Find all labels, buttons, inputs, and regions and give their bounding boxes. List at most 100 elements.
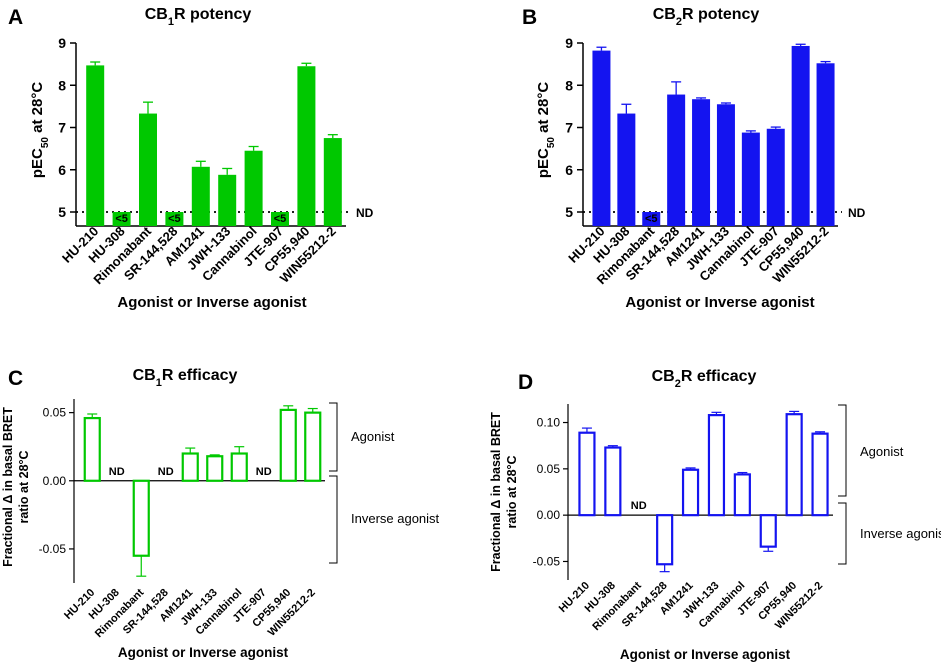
panel-c: C CB1R efficacy 0.05 0.00 -0.05 Fractional Δ … xyxy=(1,367,440,660)
bar xyxy=(323,138,342,226)
bar xyxy=(716,104,735,226)
bar xyxy=(766,128,785,226)
y-tick-label: 7 xyxy=(58,120,66,136)
bar xyxy=(656,514,674,566)
bar xyxy=(733,473,751,517)
below-threshold-label: <5 xyxy=(645,213,658,225)
x-axis-title: Agonist or Inverse agonist xyxy=(625,294,814,311)
bar xyxy=(578,431,596,517)
y-axis-label-main: pEC xyxy=(29,148,46,178)
chart-title-sub: 1 xyxy=(168,16,174,28)
y-tick-label: 0.10 xyxy=(537,416,561,430)
bar xyxy=(667,94,686,226)
y-axis-title-line2: ratio at 28°C xyxy=(17,450,31,523)
bar xyxy=(592,50,611,227)
bar xyxy=(707,414,726,517)
chart-title-sub: 2 xyxy=(675,378,681,390)
y-tick-label: 0.05 xyxy=(43,406,67,420)
nd-label: ND xyxy=(848,206,866,220)
y-axis-label-2: ratio at 28°C xyxy=(17,450,31,523)
chart-title-main: CB xyxy=(652,368,675,385)
y-tick-label: -0.05 xyxy=(39,542,67,556)
below-threshold-label: <5 xyxy=(274,213,287,225)
nd-label: ND xyxy=(256,466,272,478)
y-axis-label-1: Fractional Δ in basal BRET xyxy=(1,407,15,567)
inverse-agonist-label: Inverse agonist xyxy=(860,526,941,541)
panel-d: D CB2R efficacy 0.10 0.05 0.00 -0.05 Fractiona… xyxy=(489,368,941,662)
bar xyxy=(681,468,700,517)
bar xyxy=(83,416,101,482)
x-axis-title: Agonist or Inverse agonist xyxy=(620,647,791,662)
bar xyxy=(244,150,263,226)
bar xyxy=(218,174,237,226)
agonist-bracket xyxy=(329,402,338,472)
chart-title: CB2R efficacy xyxy=(652,368,757,390)
bar xyxy=(741,132,760,226)
panel-letter: C xyxy=(8,367,23,390)
bar xyxy=(604,446,622,517)
y-tick-label: 8 xyxy=(58,77,66,93)
chart-title-post: R efficacy xyxy=(162,367,238,384)
bar xyxy=(759,514,777,548)
y-axis-label-sub: 50 xyxy=(546,137,557,149)
y-tick-label: 0.00 xyxy=(537,508,561,522)
chart-title-post: R potency xyxy=(682,6,759,23)
y-axis-label-post: at 28°C xyxy=(535,82,552,137)
chart-title-post: R potency xyxy=(174,6,251,23)
y-axis-title-line1: Fractional Δ in basal BRET xyxy=(489,412,503,572)
bar xyxy=(86,65,105,226)
nd-label: ND xyxy=(158,466,174,478)
y-axis-title-line1: Fractional Δ in basal BRET xyxy=(1,407,15,567)
y-axis-label-main: pEC xyxy=(535,148,552,178)
y-axis-label: pEC50 at 28°C xyxy=(29,82,51,178)
y-tick-label: 8 xyxy=(565,77,573,93)
nd-label: ND xyxy=(109,466,125,478)
chart-title-main: CB xyxy=(133,367,156,384)
panel-letter: B xyxy=(522,6,537,29)
chart-title-post: R efficacy xyxy=(681,368,757,385)
y-axis-title: pEC50 at 28°C xyxy=(29,82,51,178)
y-tick-label: 6 xyxy=(565,162,573,178)
chart-title: CB2R potency xyxy=(653,6,760,28)
y-axis-label-2: ratio at 28°C xyxy=(505,455,519,528)
bar xyxy=(271,212,289,226)
bar xyxy=(304,411,322,482)
chart-title: CB1R efficacy xyxy=(133,367,238,389)
y-tick-label: 7 xyxy=(565,120,573,136)
bar xyxy=(230,452,248,482)
panel-letter: A xyxy=(8,6,23,29)
y-tick-label: 0.00 xyxy=(43,474,67,488)
y-tick-label: -0.05 xyxy=(533,554,561,568)
bar xyxy=(279,408,297,482)
below-threshold-label: <5 xyxy=(168,213,181,225)
bar xyxy=(206,455,224,482)
bar xyxy=(785,413,803,517)
bar xyxy=(165,212,184,226)
y-axis-label-sub: 50 xyxy=(40,137,51,149)
chart-title: CB1R potency xyxy=(145,6,252,28)
bar xyxy=(811,432,829,517)
bar xyxy=(181,452,199,482)
inverse-agonist-bracket xyxy=(329,475,338,564)
y-tick-label: 6 xyxy=(58,162,66,178)
below-threshold-label: <5 xyxy=(115,213,128,225)
y-axis-title-line2: ratio at 28°C xyxy=(505,455,519,528)
y-axis-label: pEC50 at 28°C xyxy=(535,82,557,178)
bar xyxy=(617,113,636,226)
inverse-agonist-label: Inverse agonist xyxy=(351,511,440,526)
chart-title-main: CB xyxy=(653,6,676,23)
bar xyxy=(191,166,210,226)
x-axis-title: Agonist or Inverse agonist xyxy=(117,294,306,311)
x-axis-title: Agonist or Inverse agonist xyxy=(118,645,289,660)
y-tick-label: 5 xyxy=(58,204,66,220)
bar xyxy=(791,45,810,226)
bar xyxy=(112,212,131,226)
panel-letter: D xyxy=(518,371,533,394)
y-tick-label: 9 xyxy=(58,35,66,51)
chart-title-sub: 1 xyxy=(156,377,162,389)
agonist-label: Agonist xyxy=(351,429,395,444)
nd-label: ND xyxy=(356,206,374,220)
agonist-label: Agonist xyxy=(860,444,904,459)
